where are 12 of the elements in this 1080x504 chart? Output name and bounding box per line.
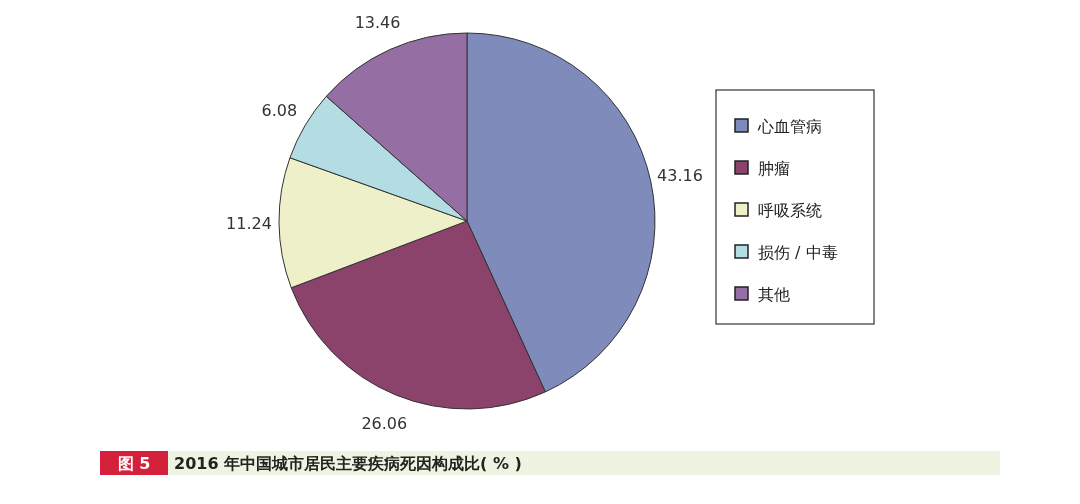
legend-label: 心血管病 <box>757 117 822 136</box>
data-label: 6.08 <box>261 101 298 121</box>
legend-label: 损伤 / 中毒 <box>758 243 838 262</box>
data-label: 43.16 <box>657 165 703 185</box>
legend-label: 呼吸系统 <box>758 201 822 220</box>
legend-label: 肿瘤 <box>758 159 790 178</box>
caption: 图 5 <box>117 454 151 473</box>
text: 2016 年中国城市居民主要疾病死因构成比( % ) <box>174 454 522 473</box>
legend-label: 其他 <box>758 285 790 304</box>
data-label: 26.06 <box>361 413 408 433</box>
data-label: 11.24 <box>226 214 272 234</box>
data-label: 13.46 <box>354 13 401 33</box>
